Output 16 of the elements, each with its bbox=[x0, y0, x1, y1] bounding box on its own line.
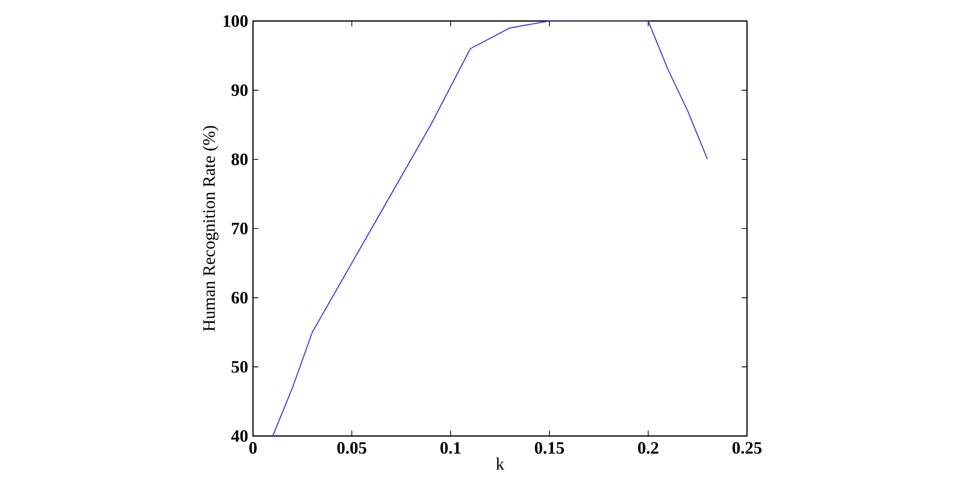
x-tick-label: 0.1 bbox=[440, 442, 461, 454]
y-tick-label: 90 bbox=[231, 84, 248, 96]
x-tick-label: 0.15 bbox=[534, 442, 564, 454]
line-series bbox=[272, 21, 708, 436]
y-tick-label: 80 bbox=[232, 154, 248, 166]
x-axis-title: k bbox=[496, 458, 504, 470]
y-tick-label: 40 bbox=[231, 430, 248, 442]
y-tick-label: 60 bbox=[232, 292, 248, 304]
x-tick-label: 0 bbox=[249, 442, 257, 454]
y-axis-title: Human Recognition Rate (%) bbox=[202, 126, 218, 332]
x-tick-label: 0.25 bbox=[732, 442, 762, 454]
y-tick-label: 50 bbox=[232, 360, 248, 373]
x-tick-label: 0.05 bbox=[337, 442, 366, 454]
y-tick-label: 70 bbox=[232, 222, 248, 234]
x-tick-label: 0.2 bbox=[638, 442, 658, 454]
y-tick-label: 100 bbox=[224, 15, 248, 27]
